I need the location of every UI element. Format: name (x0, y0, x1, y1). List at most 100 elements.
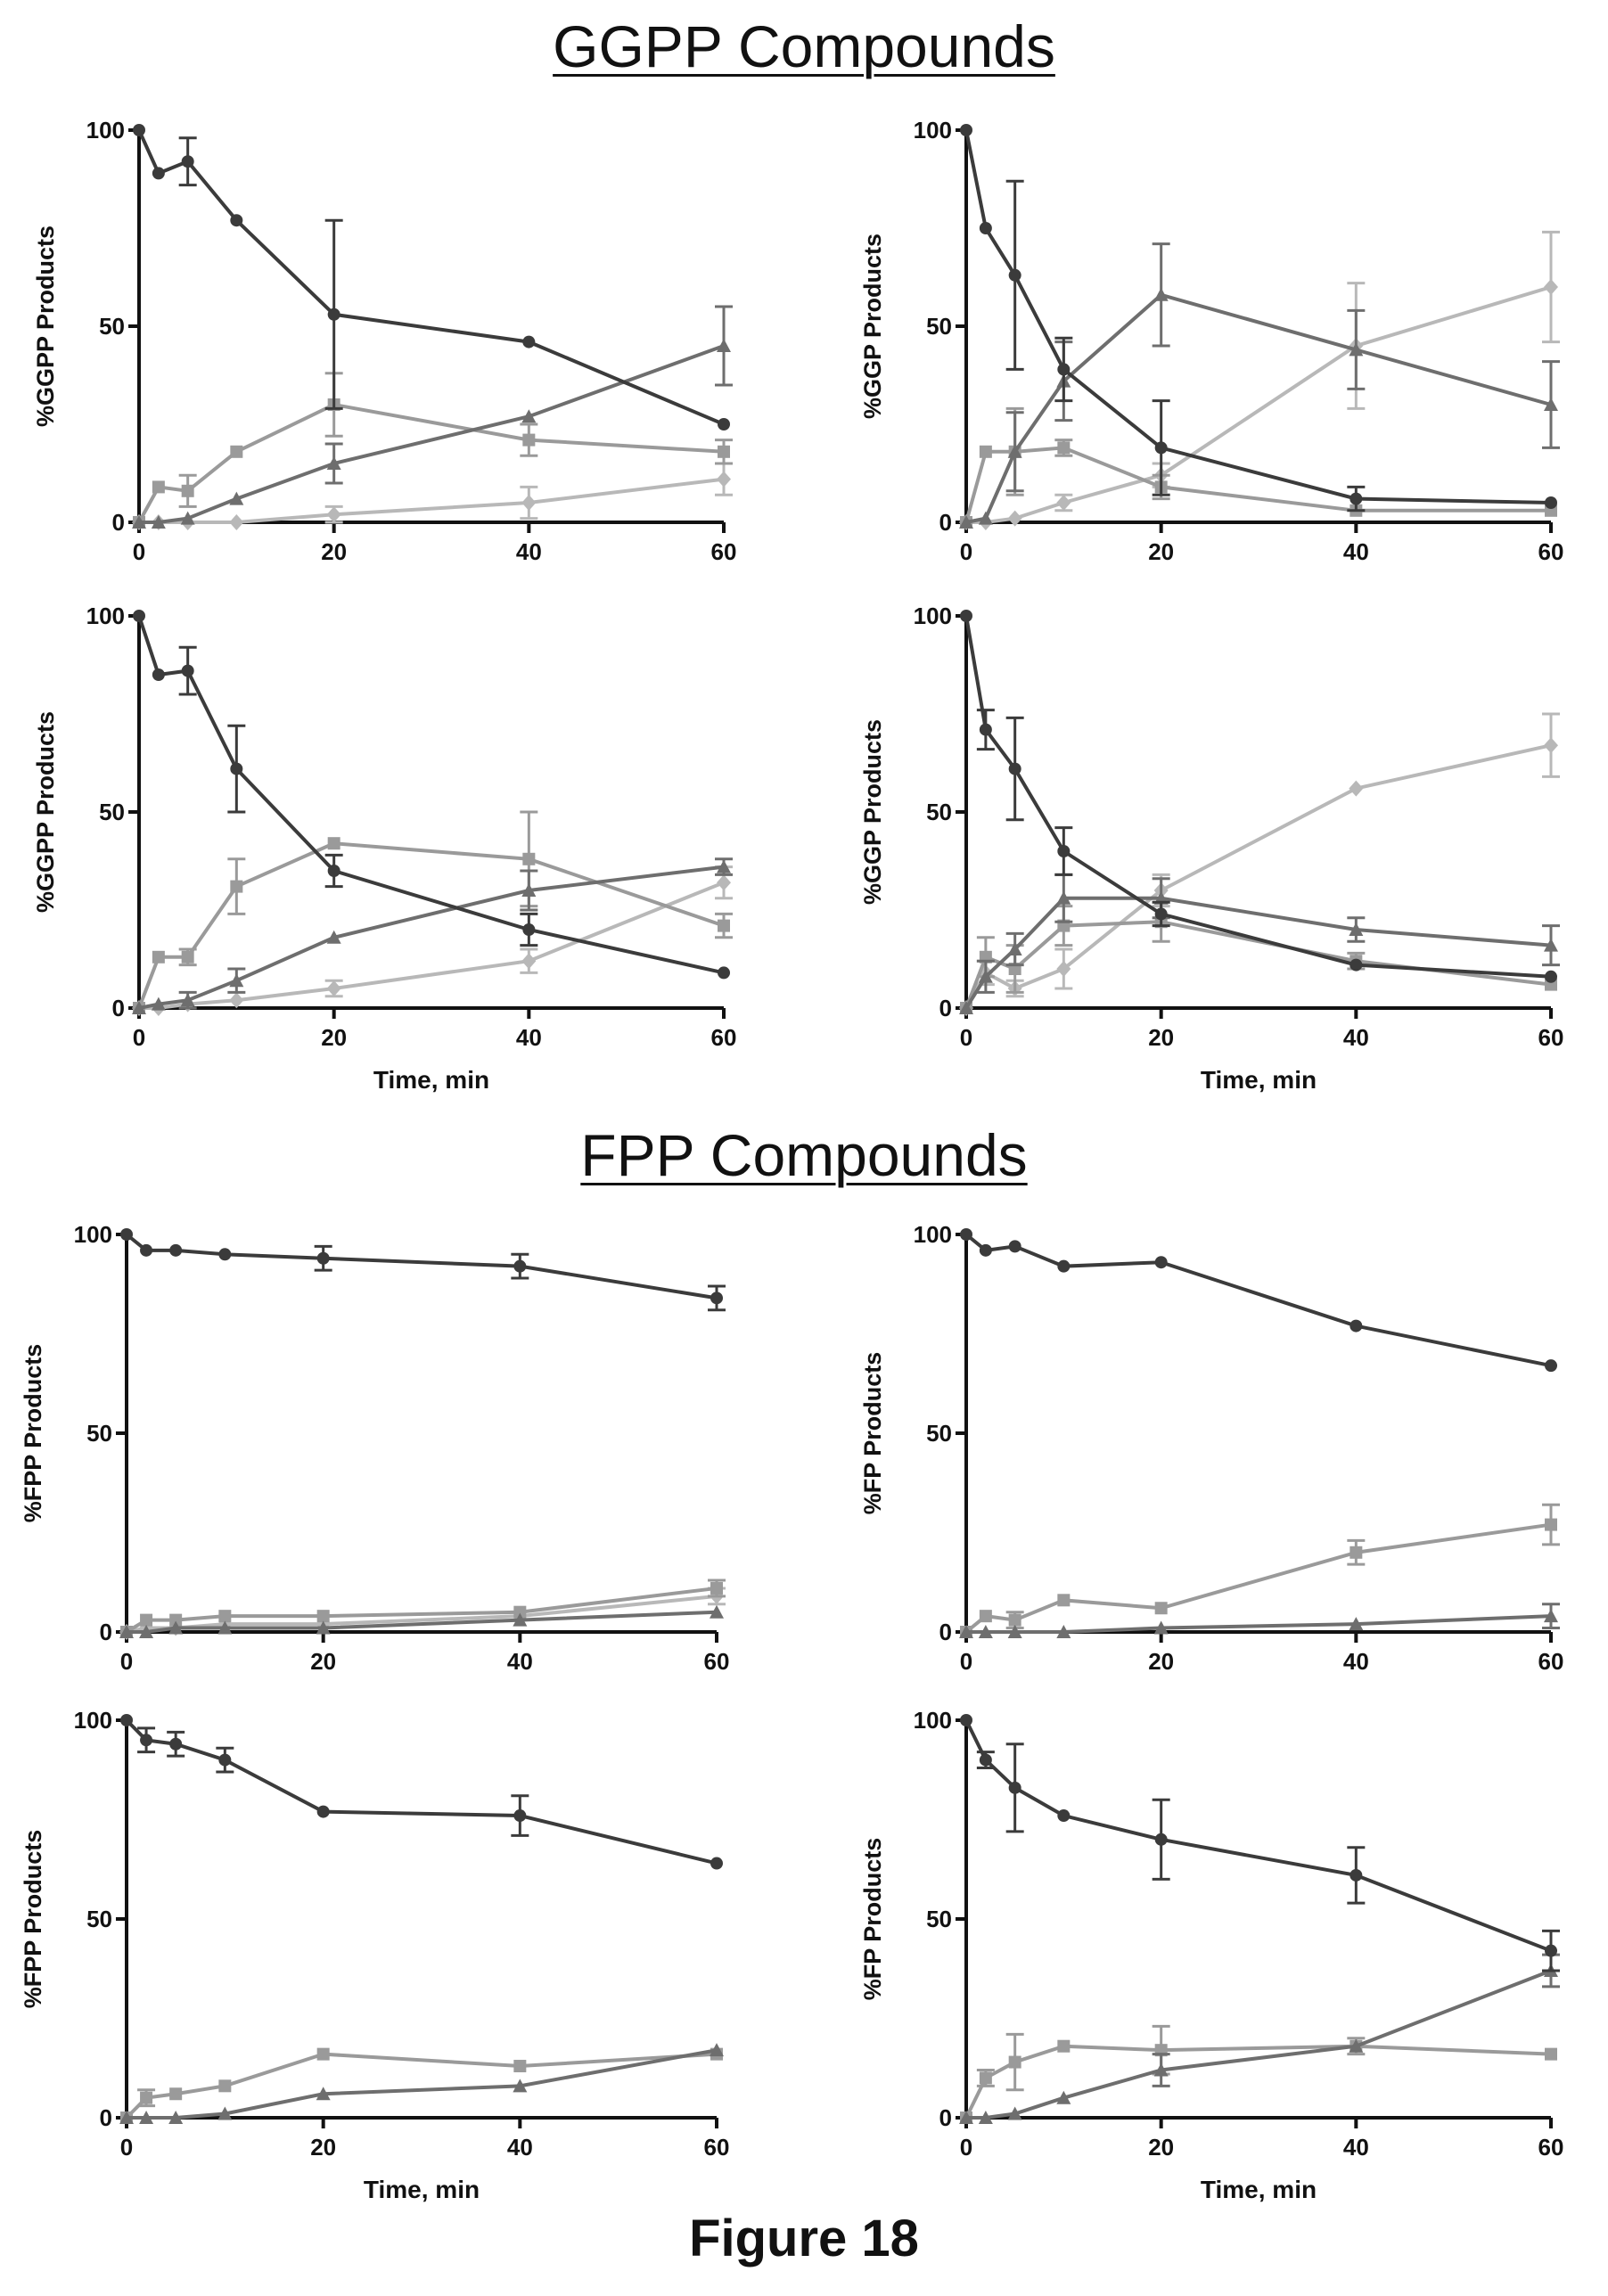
series-triangle (959, 242, 1560, 529)
data-point (979, 723, 992, 736)
data-point (978, 1625, 993, 1638)
data-point (1154, 441, 1168, 455)
data-point (169, 1243, 183, 1257)
y-tick-label: 100 (86, 603, 125, 629)
data-point (180, 511, 195, 525)
data-point (181, 664, 194, 677)
data-point (1008, 1613, 1021, 1627)
chart-ggpp-a: 0 50 100 0 20 40 60 %GGPP Products (32, 117, 737, 565)
y-tick-label: 0 (100, 2104, 112, 2131)
x-tick-label: 60 (711, 538, 737, 565)
data-point (513, 1259, 527, 1273)
series-circle (960, 124, 1557, 512)
chart-fpp-a: 0 50 100 0 20 40 60 %FPP Products (20, 1221, 729, 1675)
data-point (1056, 2090, 1071, 2104)
chart-fpp-c: 0 50 100 0 20 40 60 %FPP Products Time, min (20, 1707, 729, 2203)
series-circle (960, 1228, 1557, 1373)
data-point (522, 852, 536, 865)
series-triangle (959, 1603, 1560, 1638)
data-point (1008, 762, 1021, 775)
data-point (180, 993, 195, 1007)
data-point (1349, 2038, 1364, 2053)
data-point (1057, 1594, 1071, 1607)
series-line (964, 743, 1552, 1009)
data-point (229, 491, 244, 505)
data-point (229, 973, 244, 988)
data-point (513, 2079, 528, 2093)
series-square (133, 810, 733, 1014)
series-line (966, 1614, 1552, 1634)
data-point (1544, 938, 1558, 952)
data-point (513, 2060, 527, 2073)
x-axis-label: Time, min (1201, 2176, 1317, 2203)
series-line (964, 1233, 1552, 1368)
series-square (960, 2024, 1557, 2124)
data-point (1349, 780, 1364, 797)
x-tick-label: 20 (310, 1648, 336, 1675)
data-point (168, 1620, 184, 1635)
section-title-ggpp: GGPP Compounds (553, 13, 1055, 79)
x-axis-label: Time, min (364, 2176, 480, 2203)
data-point (168, 2111, 184, 2124)
chart-ggpp-c: 0 50 100 0 20 40 60 %GGPP Products Time, min (32, 603, 736, 1094)
y-tick-label: 0 (939, 1619, 952, 1645)
data-point (152, 668, 165, 681)
data-point (1007, 510, 1022, 527)
data-point (959, 1625, 973, 1638)
data-point (152, 167, 165, 180)
x-tick-label: 40 (516, 1024, 542, 1051)
data-point (710, 1581, 723, 1595)
y-tick-label: 100 (914, 1707, 952, 1734)
x-tick-label: 40 (507, 2134, 533, 2161)
data-point (959, 515, 973, 529)
data-point (169, 1613, 183, 1627)
data-point (1350, 1546, 1363, 1559)
x-tick-label: 40 (1343, 2134, 1369, 2161)
data-point (1545, 2047, 1557, 2061)
y-tick-label: 0 (939, 995, 952, 1021)
x-tick-label: 20 (1148, 538, 1174, 565)
series-line (964, 446, 1551, 523)
x-tick-label: 40 (1343, 1024, 1369, 1051)
data-point (151, 515, 166, 529)
chart-ggpp-b: 0 50 100 0 20 40 60 %GGP Products (859, 117, 1563, 565)
y-tick-label: 100 (86, 117, 125, 144)
y-tick-label: 100 (914, 1221, 952, 1248)
data-point (960, 1228, 972, 1241)
series-square (120, 1578, 726, 1638)
data-point (1056, 890, 1071, 905)
data-point (960, 610, 972, 622)
data-point (1349, 922, 1364, 936)
series-triangle (959, 873, 1560, 1014)
series-line (138, 865, 725, 1010)
y-tick-label: 0 (112, 509, 125, 536)
data-point (151, 996, 166, 1011)
data-point (521, 883, 537, 897)
series-circle (960, 610, 1557, 983)
y-tick-label: 50 (86, 1906, 112, 1932)
series-line (964, 615, 1552, 979)
series-circle (133, 610, 730, 980)
data-point (217, 2106, 233, 2120)
data-point (1007, 444, 1022, 458)
data-point (1545, 496, 1557, 509)
x-tick-label: 60 (1538, 2134, 1564, 2161)
x-axis-label: Time, min (1201, 1066, 1317, 1094)
data-point (959, 1001, 973, 1014)
y-tick-label: 0 (100, 1619, 112, 1645)
data-point (1544, 737, 1558, 754)
data-point (1545, 1359, 1557, 1373)
y-axis-label: %FPP Products (20, 1344, 46, 1523)
series-line (964, 896, 1552, 1010)
data-point (139, 2111, 154, 2124)
x-tick-label: 40 (1343, 538, 1369, 565)
data-point (218, 1610, 232, 1623)
data-point (326, 506, 341, 523)
data-point (140, 1734, 153, 1747)
y-tick-label: 100 (74, 1221, 112, 1248)
data-point (979, 222, 992, 234)
x-tick-label: 20 (321, 1024, 347, 1051)
data-point (1007, 942, 1022, 955)
data-point (1008, 1240, 1021, 1253)
x-tick-label: 40 (516, 538, 542, 565)
